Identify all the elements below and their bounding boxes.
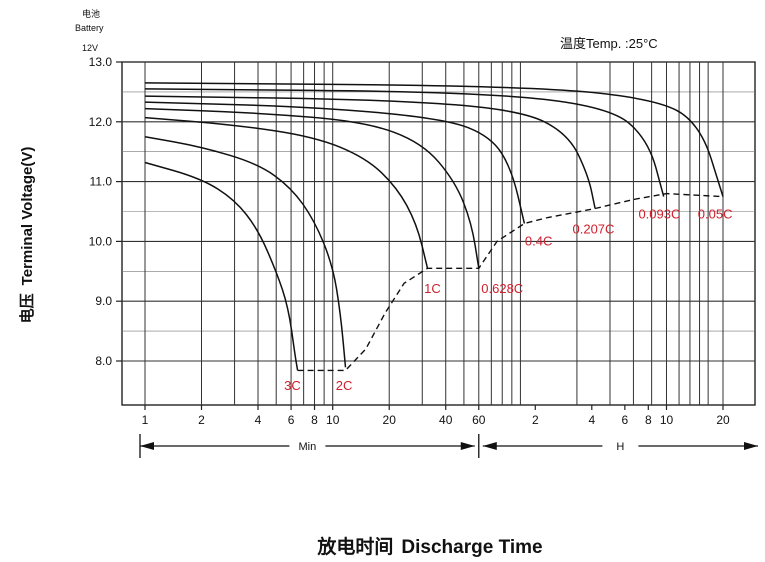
rate-label: 1C: [424, 281, 441, 296]
segment-label-bg: [289, 438, 326, 454]
y-axis-label-en: Terminal Voltage(V): [19, 147, 36, 286]
x-tick-label: 60: [472, 413, 486, 427]
x-tick-label: 10: [660, 413, 674, 427]
end-voltage-curve-group: [297, 192, 724, 372]
series-line-0_4C: [144, 101, 526, 224]
x-tick-label: 2: [532, 413, 539, 427]
x-ticks: 1 2 4 6 8 10 20 40 60 2 4 6 8 10 20: [142, 405, 730, 427]
x-tick-label: 20: [383, 413, 397, 427]
segment-arrow-right: [460, 442, 475, 450]
y-axis-label: 电压 Terminal Voltage(V): [18, 147, 36, 324]
segment-label-bg: [602, 438, 639, 454]
y-tick-label: 11.0: [90, 175, 113, 189]
x-axis-label-en: Discharge Time: [401, 537, 542, 558]
x-tick-label: 10: [326, 413, 340, 427]
x-axis-label: 放电时间 Discharge Time: [316, 535, 542, 558]
series-line-2C: [144, 136, 347, 368]
temperature-label: 温度Temp. :25°C: [560, 36, 658, 51]
y-ticks: 13.0 12.0 11.0 10.0 9.0 8.0: [89, 55, 122, 368]
y-tick-label: 9.0: [95, 294, 112, 308]
x-axis-label-cn: 放电时间: [316, 535, 393, 558]
segment-arrow-left: [482, 442, 497, 450]
x-tick-label: 1: [142, 413, 149, 427]
battery-label-cn: 电池: [82, 8, 100, 19]
rate-label: 0.207C: [573, 221, 615, 236]
y-tick-label: 10.0: [89, 234, 113, 248]
segment-label: H: [616, 441, 624, 453]
series-line-1C: [144, 116, 429, 269]
x-tick-label: 4: [255, 413, 262, 427]
x-tick-label: 6: [288, 413, 295, 427]
x-tick-label: 40: [439, 413, 453, 427]
y-tick-label: 13.0: [89, 55, 113, 69]
y-tick-label: 12.0: [89, 115, 113, 129]
segment-arrow-right: [744, 442, 758, 450]
series-line-0_05C: [144, 82, 724, 197]
end-voltage-line: [297, 192, 724, 372]
series-line-0_093C: [144, 88, 665, 197]
series-line-3C: [144, 161, 299, 371]
time-segments: Min H: [139, 434, 758, 458]
x-tick-label: 2: [198, 413, 205, 427]
x-tick-label: 8: [311, 413, 318, 427]
rate-labels: 3C 2C 1C 0.628C 0.4C 0.207C 0.093C 0.05C: [284, 206, 732, 393]
plot-frame: [121, 61, 756, 406]
segment-arrow-left: [140, 442, 154, 450]
rate-label: 0.4C: [525, 233, 552, 248]
x-tick-label: 6: [622, 413, 629, 427]
battery-label-en: Battery: [75, 23, 104, 33]
battery-voltage: 12V: [82, 43, 98, 53]
y-axis-label-cn: 电压: [18, 293, 36, 323]
rate-label: 0.093C: [638, 206, 680, 221]
x-tick-label: 8: [645, 413, 652, 427]
segment-label: Min: [299, 441, 317, 453]
rate-label: 0.05C: [698, 206, 733, 221]
rate-label: 0.628C: [481, 281, 523, 296]
series-line-0_628C: [144, 107, 480, 269]
rate-label: 2C: [336, 378, 353, 393]
series-group: [144, 82, 724, 371]
y-tick-label: 8.0: [95, 354, 112, 368]
series-line-0_207C: [144, 95, 596, 209]
x-tick-label: 20: [716, 413, 730, 427]
rate-label: 3C: [284, 378, 301, 393]
x-tick-label: 4: [588, 413, 595, 427]
grid: [121, 61, 756, 406]
